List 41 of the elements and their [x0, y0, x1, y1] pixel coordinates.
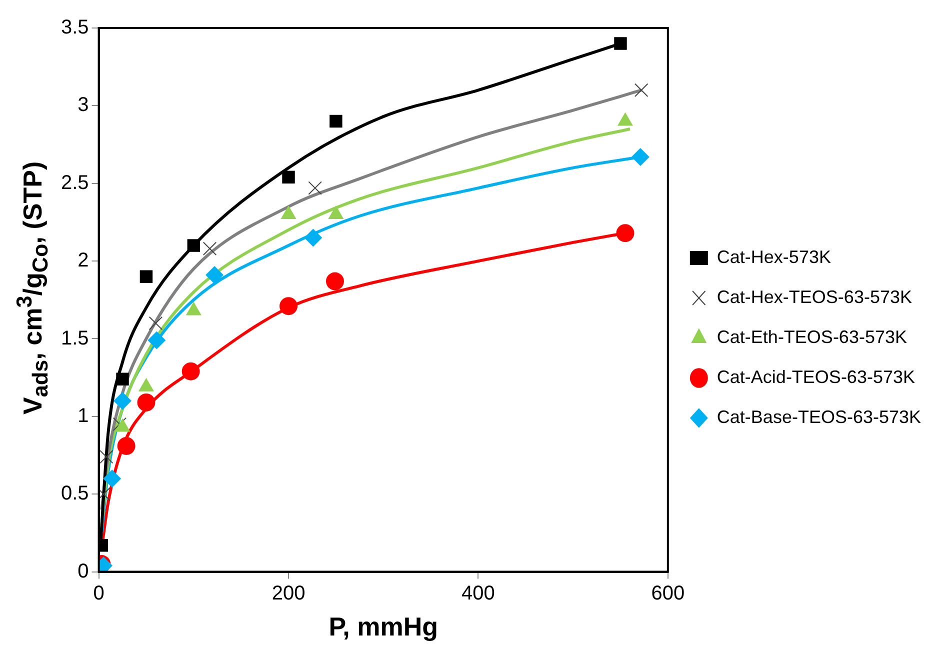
- y-tick-label: 2.5: [60, 172, 89, 194]
- point: [187, 239, 200, 252]
- legend-label: Cat-Acid-TEOS-63-573K: [716, 366, 915, 387]
- legend-label: Cat-Hex-573K: [716, 246, 831, 267]
- y-tick-label: 3: [78, 94, 89, 116]
- point: [614, 37, 627, 50]
- y-tick-label: 0: [78, 560, 89, 582]
- point: [304, 228, 322, 247]
- point: [634, 83, 648, 98]
- point: [280, 297, 298, 316]
- y-tick-label: 3.5: [60, 16, 89, 39]
- point: [326, 272, 344, 290]
- point: [308, 181, 322, 195]
- point: [137, 393, 156, 412]
- point: [202, 242, 217, 256]
- y-tick-label: 0.5: [60, 482, 89, 505]
- point: [140, 270, 153, 283]
- legend-label: Cat-Hex-TEOS-63-573K: [716, 286, 912, 307]
- x-axis-title: P, mmHg: [328, 612, 438, 642]
- x-tick-label: 600: [651, 582, 685, 604]
- point: [206, 266, 224, 284]
- legend-label: Cat-Base-TEOS-63-573K: [716, 406, 922, 427]
- point: [148, 331, 166, 350]
- point: [330, 114, 342, 128]
- y-tick-label: 1: [78, 404, 89, 427]
- legend-label: Cat-Eth-TEOS-63-573K: [716, 326, 907, 347]
- point: [114, 392, 132, 410]
- point: [616, 224, 634, 242]
- point: [148, 316, 163, 330]
- y-tick-label: 2: [78, 250, 89, 272]
- point: [116, 372, 129, 386]
- point: [182, 362, 200, 380]
- point: [100, 450, 114, 464]
- point: [117, 436, 136, 455]
- x-tick-label: 0: [93, 582, 104, 604]
- point: [103, 470, 122, 488]
- x-tick-label: 400: [462, 582, 495, 604]
- y-tick-label: 1.5: [60, 327, 89, 350]
- point: [631, 148, 650, 166]
- x-tick-label: 200: [272, 582, 306, 604]
- point: [282, 170, 295, 184]
